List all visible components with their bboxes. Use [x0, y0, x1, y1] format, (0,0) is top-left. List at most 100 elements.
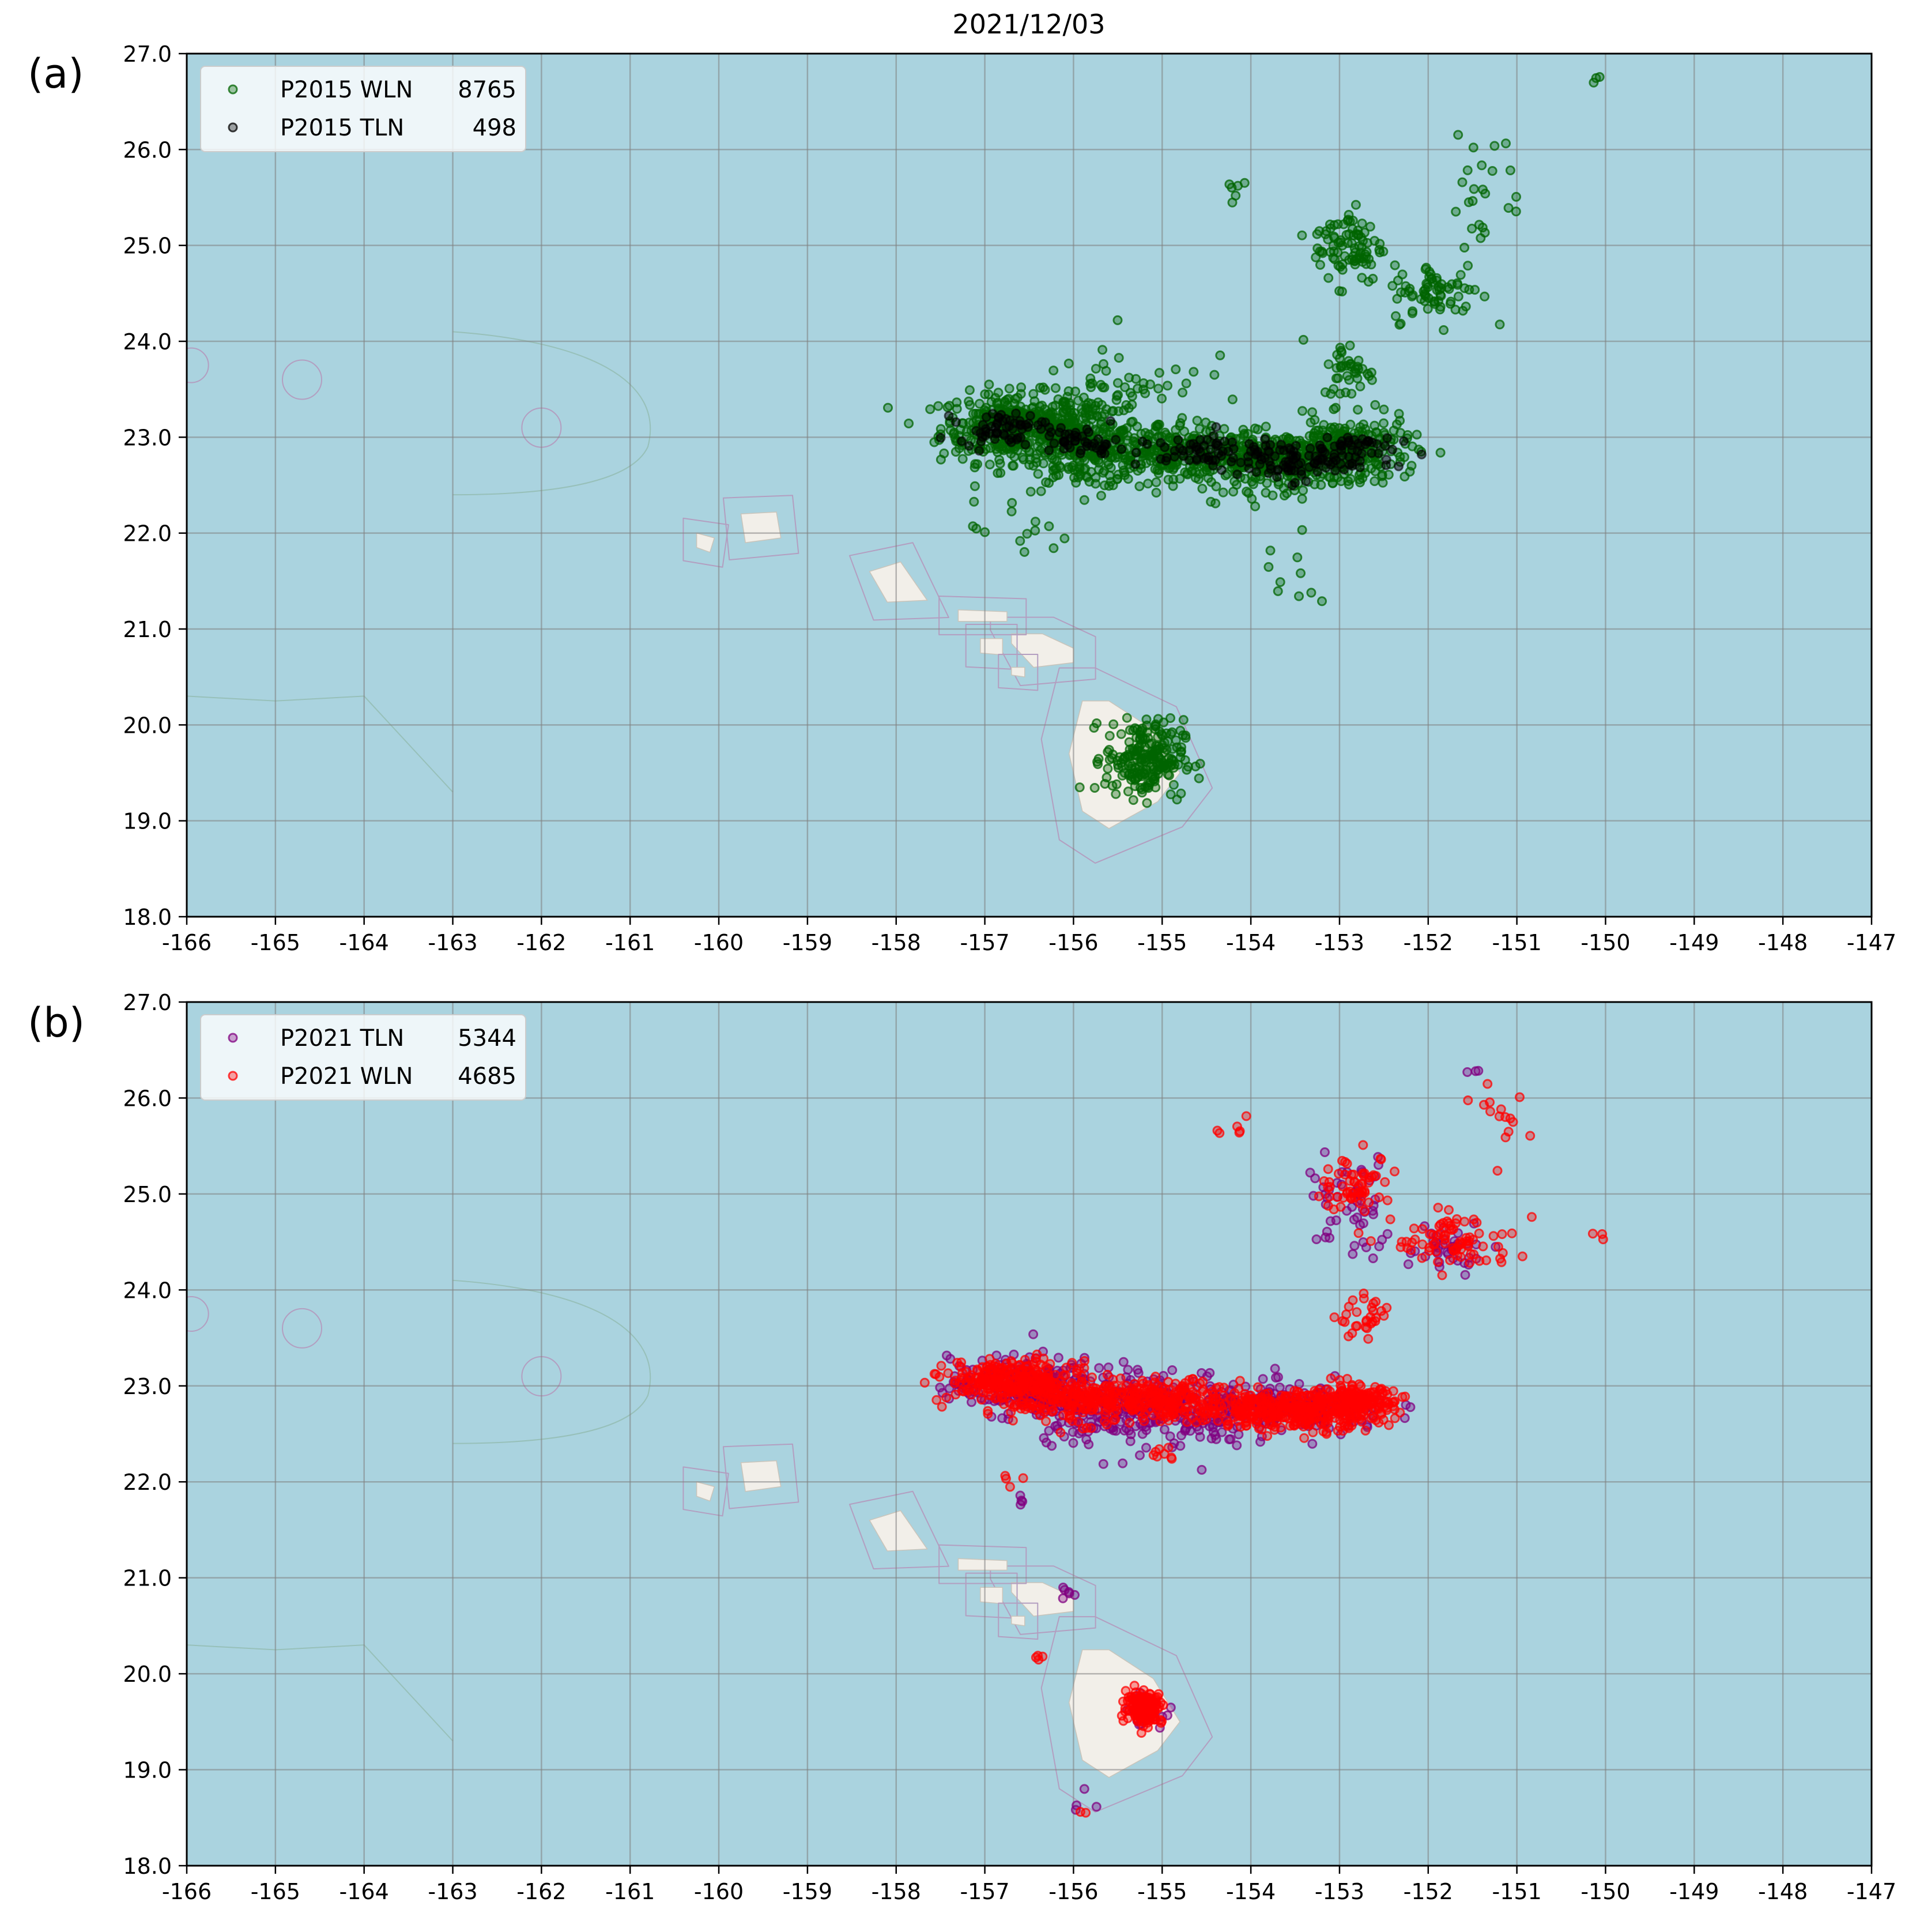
data-point — [1349, 1241, 1360, 1251]
x-tick-label: -152 — [1404, 930, 1453, 955]
data-point — [1159, 717, 1169, 728]
data-point — [1335, 262, 1345, 272]
data-point — [1382, 1302, 1392, 1313]
data-point — [931, 1395, 942, 1405]
data-point — [1243, 457, 1254, 468]
data-point — [1242, 487, 1252, 496]
data-point — [1172, 794, 1182, 805]
data-point — [1323, 273, 1334, 283]
data-point — [1041, 1416, 1051, 1426]
data-point — [1429, 297, 1440, 307]
data-point — [919, 1377, 930, 1388]
data-point — [1178, 387, 1188, 398]
data-point — [1323, 1200, 1333, 1211]
island-maui-boundary — [990, 616, 1096, 687]
data-point — [1409, 1223, 1419, 1234]
data-point — [1163, 381, 1172, 391]
data-point — [1382, 1195, 1393, 1206]
data-point — [1148, 1410, 1159, 1421]
data-point — [1018, 1473, 1028, 1483]
data-point — [1356, 232, 1366, 242]
data-point — [1436, 291, 1446, 301]
data-point — [1365, 1236, 1376, 1246]
data-point — [1349, 1214, 1359, 1225]
data-point — [1091, 364, 1101, 374]
data-point — [951, 417, 961, 427]
island-kauai-boundary — [722, 1443, 799, 1509]
data-point — [1478, 1241, 1488, 1252]
x-tick-label: -162 — [516, 930, 566, 955]
data-point — [1131, 374, 1141, 384]
data-point — [1468, 142, 1478, 153]
data-point — [1480, 291, 1490, 302]
data-point — [1253, 447, 1263, 457]
data-point — [1241, 1111, 1251, 1121]
data-point — [1155, 726, 1165, 737]
scatter-points — [883, 72, 1605, 808]
y-tick-label: 24.0 — [123, 1278, 172, 1303]
data-point — [1326, 1373, 1336, 1384]
data-point — [1487, 166, 1497, 176]
data-point — [1376, 1154, 1386, 1165]
data-point — [1425, 1229, 1435, 1240]
data-point — [983, 1408, 993, 1419]
data-point — [1247, 494, 1257, 504]
y-tick-label: 19.0 — [123, 809, 172, 834]
x-tick-label: -147 — [1847, 930, 1896, 955]
data-point — [983, 389, 994, 400]
data-point — [1199, 466, 1209, 477]
data-point — [1353, 1228, 1364, 1238]
data-point — [1125, 1400, 1136, 1411]
data-point — [1111, 789, 1121, 799]
data-point — [1224, 1434, 1234, 1444]
reef-boundary-ring — [281, 1308, 322, 1349]
legend-series-name: P2021 TLN — [280, 1025, 404, 1052]
data-point — [1346, 1192, 1357, 1202]
reef-boundary-ring — [281, 359, 322, 400]
data-point — [1218, 487, 1228, 498]
data-point — [1333, 1169, 1344, 1179]
data-point — [1433, 1203, 1443, 1213]
data-point — [1099, 480, 1110, 491]
data-point — [1039, 1353, 1048, 1364]
data-point — [1275, 577, 1285, 587]
data-point — [1354, 1379, 1364, 1389]
island-oahu — [869, 561, 928, 603]
figure-title: 2021/12/03 — [952, 9, 1105, 40]
data-point — [1211, 422, 1221, 432]
data-point — [1403, 1259, 1413, 1270]
data-point — [1307, 1438, 1318, 1449]
data-point — [1144, 450, 1154, 461]
data-point — [1228, 443, 1239, 454]
data-point — [1368, 1170, 1379, 1180]
data-point — [1345, 1410, 1355, 1420]
data-point — [1072, 432, 1082, 442]
data-point — [1127, 391, 1137, 401]
data-point — [1194, 1404, 1205, 1414]
data-point — [1453, 291, 1463, 302]
data-point — [1355, 462, 1365, 473]
data-point — [993, 468, 1003, 478]
data-point — [1423, 304, 1433, 314]
data-point — [1067, 1416, 1077, 1426]
data-point — [1097, 400, 1107, 410]
data-point — [1317, 596, 1327, 607]
data-point — [1391, 419, 1402, 430]
data-point — [1191, 1390, 1202, 1400]
data-point — [1378, 477, 1388, 488]
data-point — [1322, 1384, 1333, 1394]
data-point — [1177, 413, 1187, 423]
data-point — [1397, 1392, 1408, 1402]
data-point — [1439, 325, 1449, 335]
data-point — [1394, 461, 1404, 472]
data-point — [1329, 384, 1339, 394]
island-niihau — [696, 1481, 715, 1502]
data-point — [1155, 1399, 1165, 1409]
data-point — [1198, 1415, 1208, 1426]
x-tick-label: -158 — [872, 1879, 921, 1904]
data-point — [1167, 727, 1177, 737]
data-point — [1257, 1425, 1267, 1434]
data-point — [1008, 1415, 1018, 1426]
maritime-boundary-line — [187, 695, 454, 793]
